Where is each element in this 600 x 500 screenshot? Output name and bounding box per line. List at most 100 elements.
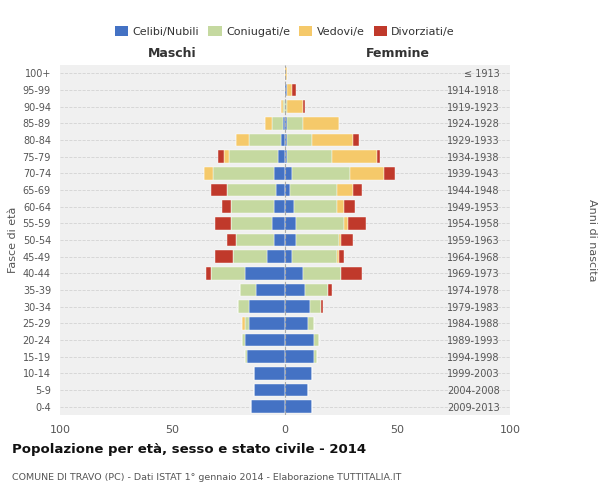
Bar [321,300,323,313]
Bar [267,250,285,263]
Bar [285,384,308,396]
Bar [285,200,294,213]
Bar [235,234,274,246]
Bar [229,150,278,163]
Bar [224,150,229,163]
Bar [285,334,314,346]
Bar [285,234,296,246]
Bar [215,250,233,263]
Bar [337,184,353,196]
Bar [285,267,303,280]
Bar [348,217,366,230]
Bar [213,167,274,179]
Bar [274,200,285,213]
Bar [343,217,348,230]
Bar [218,150,224,163]
Bar [285,400,312,413]
Text: Popolazione per età, sesso e stato civile - 2014: Popolazione per età, sesso e stato civil… [12,442,366,456]
Bar [339,250,343,263]
Bar [254,367,285,380]
Bar [339,234,341,246]
Bar [285,184,290,196]
Bar [245,350,247,363]
Bar [332,150,377,163]
Bar [337,250,339,263]
Bar [292,250,337,263]
Bar [256,284,285,296]
Bar [292,167,350,179]
Bar [274,234,285,246]
Bar [233,250,267,263]
Bar [235,134,249,146]
Bar [285,350,314,363]
Bar [271,217,285,230]
Bar [231,217,271,230]
Bar [377,150,380,163]
Bar [206,267,211,280]
Text: Maschi: Maschi [148,47,197,60]
Bar [211,267,245,280]
Text: Anni di nascita: Anni di nascita [587,198,597,281]
Bar [249,300,285,313]
Bar [215,217,231,230]
Bar [285,217,296,230]
Bar [296,234,339,246]
Bar [285,300,310,313]
Bar [231,200,274,213]
Y-axis label: Fasce di età: Fasce di età [8,207,19,273]
Bar [274,167,285,179]
Bar [296,217,343,230]
Bar [287,134,312,146]
Bar [245,267,285,280]
Bar [287,117,303,130]
Bar [343,200,355,213]
Bar [227,184,276,196]
Bar [285,250,292,263]
Bar [271,117,283,130]
Bar [254,384,285,396]
Bar [294,200,337,213]
Bar [204,167,213,179]
Bar [337,200,343,213]
Bar [283,100,285,113]
Bar [353,134,359,146]
Bar [276,184,285,196]
Bar [242,334,245,346]
Bar [285,134,287,146]
Bar [328,284,332,296]
Bar [249,317,285,330]
Bar [285,150,287,163]
Bar [350,167,384,179]
Bar [211,184,227,196]
Bar [285,317,308,330]
Bar [353,184,361,196]
Bar [247,350,285,363]
Bar [285,284,305,296]
Bar [285,367,312,380]
Bar [312,134,353,146]
Text: COMUNE DI TRAVO (PC) - Dati ISTAT 1° gennaio 2014 - Elaborazione TUTTITALIA.IT: COMUNE DI TRAVO (PC) - Dati ISTAT 1° gen… [12,472,401,482]
Bar [287,150,332,163]
Bar [287,84,292,96]
Bar [314,350,317,363]
Bar [292,84,296,96]
Bar [245,317,249,330]
Bar [245,334,285,346]
Bar [278,150,285,163]
Bar [308,317,314,330]
Bar [285,117,287,130]
Text: Femmine: Femmine [365,47,430,60]
Bar [227,234,235,246]
Bar [265,117,271,130]
Bar [303,267,341,280]
Bar [285,67,287,80]
Bar [240,284,256,296]
Bar [222,200,231,213]
Bar [251,400,285,413]
Bar [305,284,328,296]
Bar [242,317,245,330]
Bar [341,234,353,246]
Bar [285,167,292,179]
Bar [287,100,303,113]
Bar [310,300,321,313]
